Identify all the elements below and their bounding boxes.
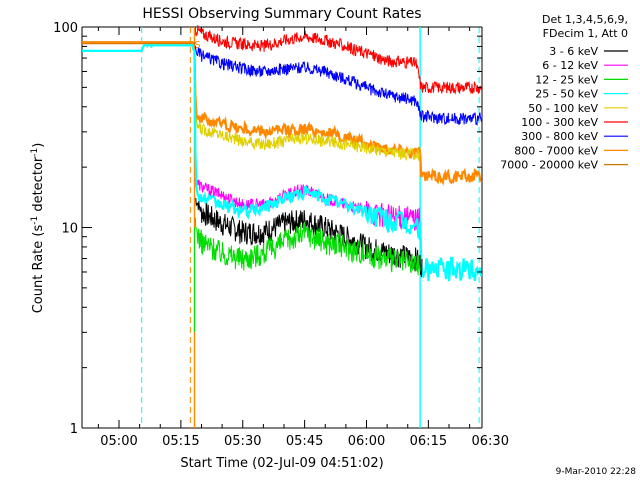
y-axis-label-tail: detector (31, 156, 46, 216)
y-axis-label-sup2: -1 (30, 148, 40, 157)
legend-label: 300 - 800 keV (521, 130, 598, 143)
legend-label: 800 - 7000 keV (514, 144, 598, 157)
legend-header-2: FDecim 1, Att 0 (543, 27, 628, 40)
legend: Det 1,3,4,5,6,9, FDecim 1, Att 0 3 - 6 k… (500, 13, 628, 172)
legend-label: 100 - 300 keV (521, 116, 598, 129)
y-axis-label-sup: -1 (30, 216, 40, 225)
series-line (82, 41, 483, 186)
x-tick-label: 06:00 (348, 434, 385, 449)
series-line (82, 44, 483, 282)
series-line (194, 45, 483, 127)
x-tick-label: 05:00 (100, 434, 137, 449)
footer-date: 9-Mar-2010 22:28 (556, 467, 637, 477)
marker-label: S (194, 40, 200, 51)
legend-label: 6 - 12 keV (542, 59, 598, 72)
series-layer (82, 25, 483, 333)
legend-label: 7000 - 20000 keV (500, 159, 598, 172)
x-tick-label: 05:15 (162, 434, 199, 449)
y-axis-label: Count Rate (s-1 detector-1) (30, 143, 46, 314)
series-line (194, 217, 421, 276)
series-line (194, 116, 421, 162)
y-axis-label-main: Count Rate (s (31, 225, 46, 314)
legend-label: 3 - 6 keV (549, 45, 598, 58)
y-tick-label: 1 (70, 422, 78, 437)
tick-layer: 05:00 05:15 05:30 05:45 06:00 06:15 06:30 1 10 10… (53, 21, 509, 449)
legend-label: 50 - 100 keV (528, 102, 598, 115)
series-line (194, 25, 483, 95)
legend-label: 25 - 50 keV (535, 88, 598, 101)
x-axis-label: Start Time (02-Jul-09 04:51:02) (180, 456, 383, 471)
x-tick-label: 05:45 (286, 434, 323, 449)
x-tick-label: 06:30 (472, 434, 509, 449)
chart-title: HESSI Observing Summary Count Rates (142, 6, 421, 22)
legend-header-1: Det 1,3,4,5,6,9, (542, 13, 628, 26)
x-tick-label: 06:15 (410, 434, 447, 449)
x-tick-label: 05:30 (224, 434, 261, 449)
y-axis-label-close: ) (31, 143, 46, 148)
y-tick-label: 10 (61, 222, 78, 237)
legend-label: 12 - 25 keV (535, 73, 598, 86)
y-tick-label: 100 (53, 21, 78, 36)
